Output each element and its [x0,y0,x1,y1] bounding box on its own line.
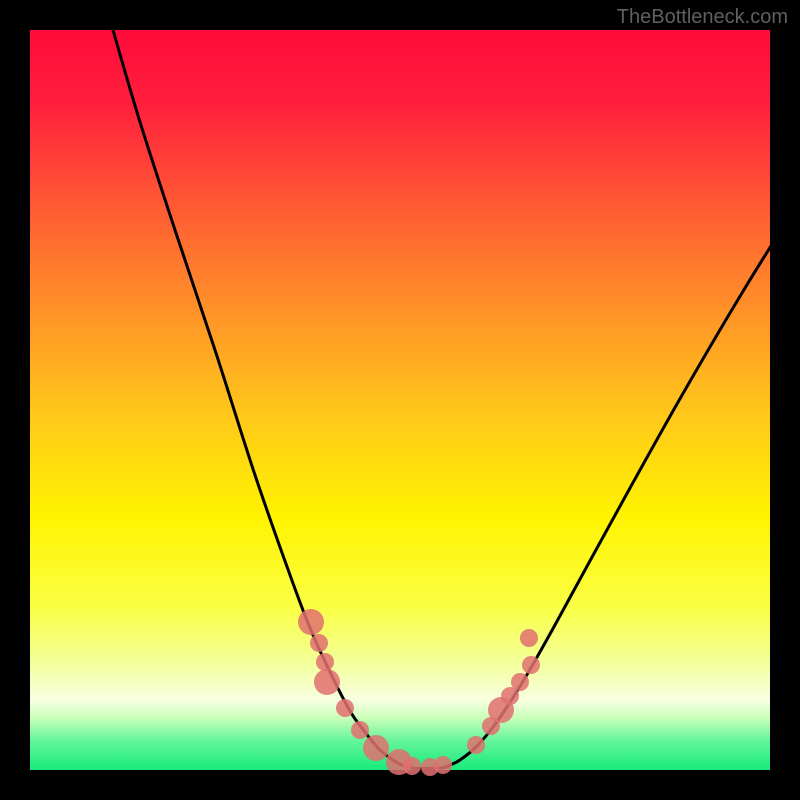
plot-area [30,30,770,770]
data-marker[interactable] [298,609,324,635]
data-marker[interactable] [351,721,369,739]
curve-layer [30,30,770,770]
attribution-watermark: TheBottleneck.com [617,6,788,29]
data-marker[interactable] [336,699,354,717]
data-marker[interactable] [363,735,389,761]
data-marker[interactable] [314,669,340,695]
data-marker[interactable] [520,629,538,647]
data-marker[interactable] [522,656,540,674]
bottleneck-curve [113,30,770,768]
data-marker[interactable] [511,673,529,691]
data-marker[interactable] [403,757,421,775]
data-marker[interactable] [310,634,328,652]
data-marker[interactable] [467,736,485,754]
data-marker[interactable] [434,756,452,774]
